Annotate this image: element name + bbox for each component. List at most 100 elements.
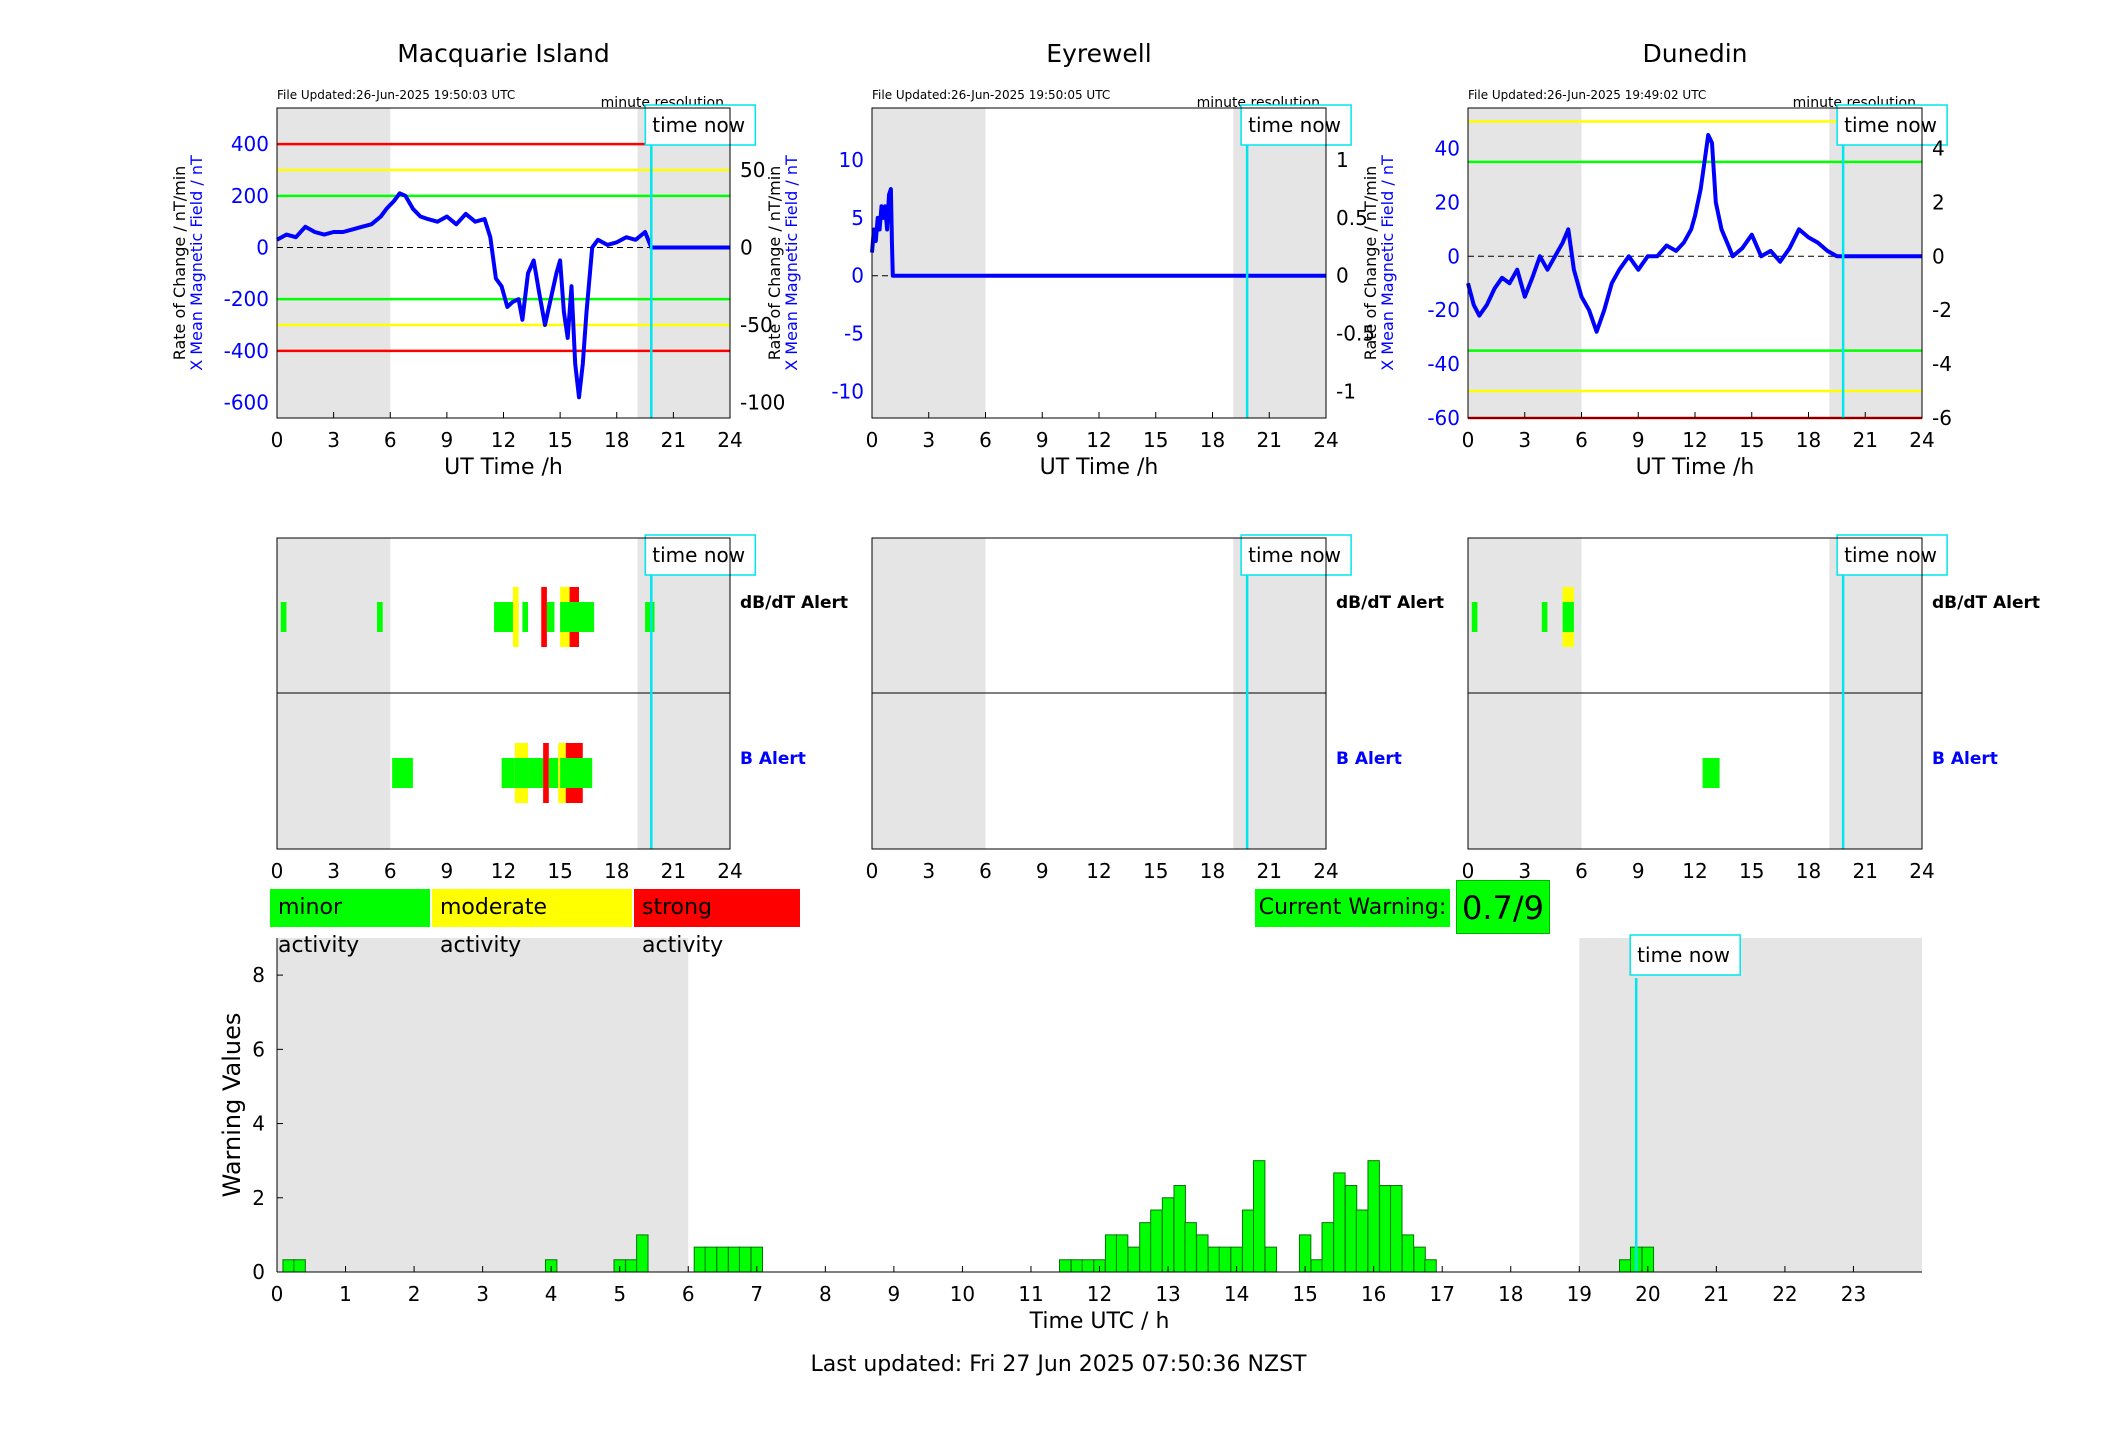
panel-1-alert-x-tick-label: 15 bbox=[1143, 859, 1168, 883]
panel-2-dbdt-alert-label: dB/dT Alert bbox=[1932, 593, 2040, 613]
panel-1-x-axis-label: UT Time /h bbox=[1040, 455, 1159, 480]
panel-0-dbdt-alert-mark bbox=[560, 602, 595, 632]
warning-y-axis-label: Warning Values bbox=[218, 1013, 246, 1198]
panel-2-y-left-tick-label: 20 bbox=[1435, 190, 1460, 214]
legend-minor: minor activity bbox=[270, 889, 430, 958]
warning-bar bbox=[1242, 1209, 1255, 1273]
warning-y-tick-label: 4 bbox=[252, 1112, 265, 1136]
panel-0-b-alert-mark bbox=[392, 758, 413, 788]
warning-bar bbox=[636, 1234, 649, 1273]
warning-bar bbox=[1070, 1259, 1084, 1273]
warning-bar bbox=[1413, 1246, 1426, 1273]
panel-2-b-alert-mark bbox=[1702, 758, 1720, 788]
legend-moderate: moderate activity bbox=[432, 889, 632, 958]
panel-0-x-tick-label: 18 bbox=[604, 428, 629, 452]
panel-1-station-title: Eyrewell bbox=[1046, 39, 1151, 68]
panel-1-x-tick-label: 24 bbox=[1313, 428, 1338, 452]
panel-1-alert-x-tick-label: 24 bbox=[1313, 859, 1338, 883]
warning-night-span bbox=[277, 938, 689, 1272]
warning-x-tick-label: 19 bbox=[1567, 1282, 1592, 1306]
panel-2-y-right-tick-label: -4 bbox=[1932, 352, 1952, 376]
panel-0-alert-frame bbox=[276, 537, 731, 850]
panel-2-x-tick-label: 18 bbox=[1796, 428, 1821, 452]
panel-0-alert-x-tick-label: 3 bbox=[327, 859, 340, 883]
panel-2-top-time-now-label: time now bbox=[1844, 113, 1937, 137]
panel-1-b-alert-label: B Alert bbox=[1336, 749, 1402, 769]
panel-0-x-tick-label: 21 bbox=[661, 428, 686, 452]
panel-1-alert-time-now-label: time now bbox=[1248, 543, 1341, 567]
panel-2-y-left-tick-label: -20 bbox=[1427, 298, 1460, 322]
panel-0-y-right-tick-label: 50 bbox=[740, 158, 765, 182]
panel-1-x-tick-label: 12 bbox=[1086, 428, 1111, 452]
panel-0-alert-time-now-box bbox=[644, 534, 757, 576]
panel-0-y-left-label: X Mean Magnetic Field / nT bbox=[187, 155, 206, 371]
panel-1-alert-x-tick-label: 18 bbox=[1200, 859, 1225, 883]
panel-1-y-right-tick-label: -0.5 bbox=[1336, 322, 1375, 346]
panel-0-y-right-tick-label: -100 bbox=[740, 391, 785, 415]
warning-bar bbox=[1344, 1185, 1358, 1273]
warning-bar bbox=[716, 1246, 729, 1273]
panel-2-y-right-tick-label: 4 bbox=[1932, 136, 1945, 160]
panel-0-b-alert-label: B Alert bbox=[740, 749, 806, 769]
warning-x-tick-label: 15 bbox=[1292, 1282, 1317, 1306]
panel-0-dbdt-alert-mark bbox=[522, 602, 529, 632]
panel-1-alert-frame bbox=[871, 537, 1327, 850]
warning-x-tick-label: 12 bbox=[1087, 1282, 1112, 1306]
panel-1-y-left-label: X Mean Magnetic Field / nT bbox=[782, 155, 801, 371]
current-warning-label: Current Warning: bbox=[1255, 889, 1450, 927]
warning-y-tick-label: 8 bbox=[252, 963, 265, 987]
panel-2-y-right-tick-label: -2 bbox=[1932, 298, 1952, 322]
panel-0-y-left-tick-label: 400 bbox=[231, 132, 269, 156]
panel-0-alert-x-tick-label: 15 bbox=[547, 859, 572, 883]
panel-2-top-time-now-box bbox=[1836, 104, 1948, 146]
panel-2-x-tick-label: 9 bbox=[1632, 428, 1645, 452]
warning-bar bbox=[1367, 1160, 1380, 1273]
panel-1-alert-x-tick-label: 12 bbox=[1086, 859, 1111, 883]
panel-2-alert-x-tick-label: 6 bbox=[1575, 859, 1588, 883]
panel-2-x-tick-label: 0 bbox=[1462, 428, 1475, 452]
panel-0-y-left-tick-label: 0 bbox=[256, 236, 269, 260]
panel-1-alert-x-tick-label: 21 bbox=[1257, 859, 1282, 883]
panel-2-file-updated: File Updated:26-Jun-2025 19:49:02 UTC bbox=[1468, 88, 1706, 102]
panel-0-x-tick-label: 3 bbox=[327, 428, 340, 452]
panel-2-x-tick-label: 21 bbox=[1853, 428, 1878, 452]
warning-bar bbox=[704, 1246, 718, 1273]
panel-1-x-tick-label: 6 bbox=[979, 428, 992, 452]
warning-bar bbox=[625, 1259, 638, 1273]
panel-2-y-right-label-inner: Rate of Change / nT/min bbox=[1361, 166, 1380, 361]
warning-x-tick-label: 21 bbox=[1704, 1282, 1729, 1306]
panel-1-y-left-tick-label: -10 bbox=[831, 379, 864, 403]
panel-0-dbdt-alert-mark bbox=[377, 602, 383, 632]
warning-bar bbox=[727, 1246, 741, 1273]
panel-1-alert-x-tick-label: 9 bbox=[1036, 859, 1049, 883]
panel-1-x-tick-label: 9 bbox=[1036, 428, 1049, 452]
warning-bar bbox=[282, 1259, 295, 1273]
legend-strong: strong activity bbox=[634, 889, 800, 958]
panel-2-y-right-tick-label: 0 bbox=[1932, 244, 1945, 268]
panel-0-night-span bbox=[637, 108, 730, 418]
warning-bar bbox=[1333, 1172, 1346, 1273]
warning-bar bbox=[1264, 1246, 1278, 1273]
panel-2-b-alert-label: B Alert bbox=[1932, 749, 1998, 769]
warning-bar bbox=[1401, 1234, 1415, 1273]
panel-1-night-span bbox=[872, 108, 986, 418]
panel-1-x-tick-label: 3 bbox=[922, 428, 935, 452]
panel-2-x-tick-label: 3 bbox=[1518, 428, 1531, 452]
panel-2-alert-x-tick-label: 3 bbox=[1518, 859, 1531, 883]
panel-2-alert-x-tick-label: 18 bbox=[1796, 859, 1821, 883]
panel-0-y-left-tick-label: -400 bbox=[224, 339, 269, 363]
panel-0-x-tick-label: 9 bbox=[441, 428, 454, 452]
panel-0-y-left-tick-label: 200 bbox=[231, 184, 269, 208]
warning-bar bbox=[293, 1259, 306, 1273]
panel-2-x-field-series bbox=[1466, 133, 1922, 334]
panel-2-dbdt-alert-mark bbox=[1471, 602, 1478, 632]
panel-1-x-field-series bbox=[870, 187, 1326, 278]
panel-2-alert-time-now-label: time now bbox=[1844, 543, 1937, 567]
panel-1-y-left-tick-label: 10 bbox=[839, 148, 864, 172]
panel-2-x-tick-label: 15 bbox=[1739, 428, 1764, 452]
warning-x-tick-label: 23 bbox=[1841, 1282, 1866, 1306]
panel-0-dbdt-alert-mark bbox=[512, 587, 519, 647]
warning-bar bbox=[1115, 1234, 1129, 1273]
warning-x-tick-label: 0 bbox=[271, 1282, 284, 1306]
